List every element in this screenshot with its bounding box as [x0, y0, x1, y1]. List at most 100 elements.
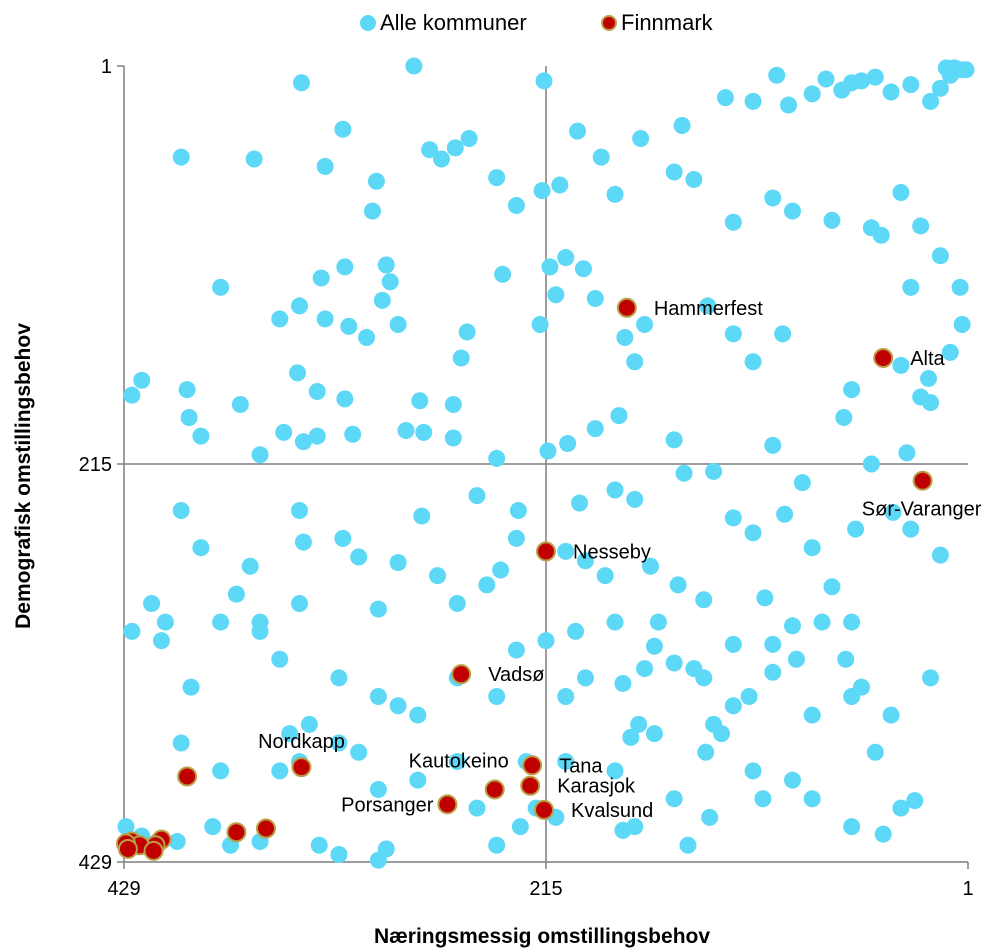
data-point-alle-kommuner	[172, 734, 190, 752]
data-point-alle-kommuner	[152, 632, 170, 650]
data-point-finnmark	[143, 840, 164, 861]
data-point-alle-kommuner	[227, 585, 245, 603]
data-point-alle-kommuner	[920, 369, 938, 387]
data-point-alle-kommuner	[212, 278, 230, 296]
data-point-alle-kommuner	[509, 501, 527, 519]
data-point-alle-kommuner	[212, 613, 230, 631]
data-point-alle-kommuner	[673, 117, 691, 135]
point-label-finnmark: Karasjok	[557, 776, 636, 798]
data-point-alle-kommuner	[606, 481, 624, 499]
data-point-alle-kommuner	[507, 641, 525, 659]
data-point-alle-kommuner	[699, 297, 717, 315]
data-point-alle-kommuner	[448, 753, 466, 771]
data-point-alle-kommuner	[369, 780, 387, 798]
data-point-alle-kommuner	[334, 529, 352, 547]
data-point-alle-kommuner	[567, 622, 585, 640]
data-point-alle-kommuner	[574, 260, 592, 278]
data-point-alle-kommuner	[344, 425, 362, 443]
data-point-alle-kommuner	[156, 613, 174, 631]
y-tick-label: 215	[79, 454, 112, 476]
data-point-alle-kommuner	[941, 343, 959, 361]
data-point-alle-kommuner	[898, 444, 916, 462]
data-point-alle-kommuner	[460, 130, 478, 148]
data-point-alle-kommuner	[281, 725, 299, 743]
data-point-alle-kommuner	[906, 792, 924, 810]
data-point-alle-kommuner	[507, 196, 525, 214]
data-point-alle-kommuner	[813, 613, 831, 631]
data-point-alle-kommuner	[537, 632, 555, 650]
data-point-finnmark	[451, 664, 472, 685]
data-point-alle-kommuner	[713, 725, 731, 743]
data-point-alle-kommuner	[823, 578, 841, 596]
data-point-alle-kommuner	[892, 183, 910, 201]
data-point-alle-kommuner	[123, 386, 141, 404]
point-label-finnmark: Porsanger	[341, 794, 434, 816]
data-point-alle-kommuner	[833, 81, 851, 99]
ticks-layer: 429 215 1 1 215 429	[79, 56, 974, 900]
data-point-alle-kommuner	[665, 654, 683, 672]
data-point-alle-kommuner	[626, 490, 644, 508]
data-point-alle-kommuner	[675, 464, 693, 482]
data-point-alle-kommuner	[872, 226, 890, 244]
data-point-alle-kommuner	[178, 381, 196, 399]
data-point-alle-kommuner	[803, 790, 821, 808]
data-point-alle-kommuner	[533, 182, 551, 200]
data-point-alle-kommuner	[614, 674, 632, 692]
data-point-alle-kommuner	[817, 70, 835, 88]
data-point-alle-kommuner	[271, 762, 289, 780]
data-point-alle-kommuner	[411, 392, 429, 410]
data-point-finnmark	[912, 470, 933, 491]
data-point-alle-kommuner	[882, 706, 900, 724]
data-point-alle-kommuner	[679, 836, 697, 854]
labels-finnmark: Hammerfest Alta Sør-Varanger Nesseby Vadsø No…	[258, 298, 982, 822]
y-axis-title: Demografisk omstillingsbehov	[12, 323, 35, 629]
data-point-alle-kommuner	[626, 818, 644, 836]
data-point-alle-kommuner	[787, 650, 805, 668]
point-label-finnmark: Vadsø	[488, 664, 544, 686]
data-point-alle-kommuner	[468, 487, 486, 505]
data-point-alle-kommuner	[912, 217, 930, 235]
data-point-alle-kommuner	[172, 501, 190, 519]
data-point-alle-kommuner	[764, 189, 782, 207]
data-point-alle-kommuner	[892, 356, 910, 374]
data-point-alle-kommuner	[576, 669, 594, 687]
data-point-alle-kommuner	[592, 148, 610, 166]
data-point-alle-kommuner	[557, 753, 575, 771]
data-point-alle-kommuner	[951, 278, 969, 296]
data-point-alle-kommuner	[358, 329, 376, 347]
data-point-alle-kommuner	[316, 310, 334, 328]
data-point-alle-kommuner	[488, 169, 506, 187]
point-label-finnmark: Kvalsund	[571, 800, 653, 822]
data-point-alle-kommuner	[336, 258, 354, 276]
data-point-alle-kommuner	[874, 825, 892, 843]
data-point-alle-kommuner	[245, 150, 263, 168]
data-point-alle-kommuner	[192, 427, 210, 445]
data-point-alle-kommuner	[705, 462, 723, 480]
data-point-alle-kommuner	[133, 371, 151, 389]
data-point-alle-kommuner	[866, 68, 884, 86]
data-point-alle-kommuner	[330, 669, 348, 687]
data-point-alle-kommuner	[369, 600, 387, 618]
data-point-alle-kommuner	[764, 663, 782, 681]
data-point-alle-kommuner	[902, 520, 920, 538]
data-point-alle-kommuner	[685, 170, 703, 188]
x-tick-label: 215	[529, 878, 562, 900]
data-point-finnmark	[522, 755, 543, 776]
data-point-alle-kommuner	[649, 613, 667, 631]
data-point-alle-kommuner	[695, 669, 713, 687]
data-point-alle-kommuner	[606, 762, 624, 780]
y-tick-label: 1	[101, 56, 112, 78]
data-point-alle-kommuner	[843, 818, 861, 836]
data-point-alle-kommuner	[866, 743, 884, 761]
data-point-alle-kommuner	[610, 407, 628, 425]
data-point-alle-kommuner	[630, 715, 648, 733]
data-point-alle-kommuner	[953, 316, 971, 334]
data-point-alle-kommuner	[922, 669, 940, 687]
data-point-alle-kommuner	[669, 576, 687, 594]
data-point-alle-kommuner	[724, 325, 742, 343]
data-point-alle-kommuner	[843, 381, 861, 399]
data-point-alle-kommuner	[645, 725, 663, 743]
data-point-alle-kommuner	[843, 613, 861, 631]
data-point-alle-kommuner	[724, 635, 742, 653]
